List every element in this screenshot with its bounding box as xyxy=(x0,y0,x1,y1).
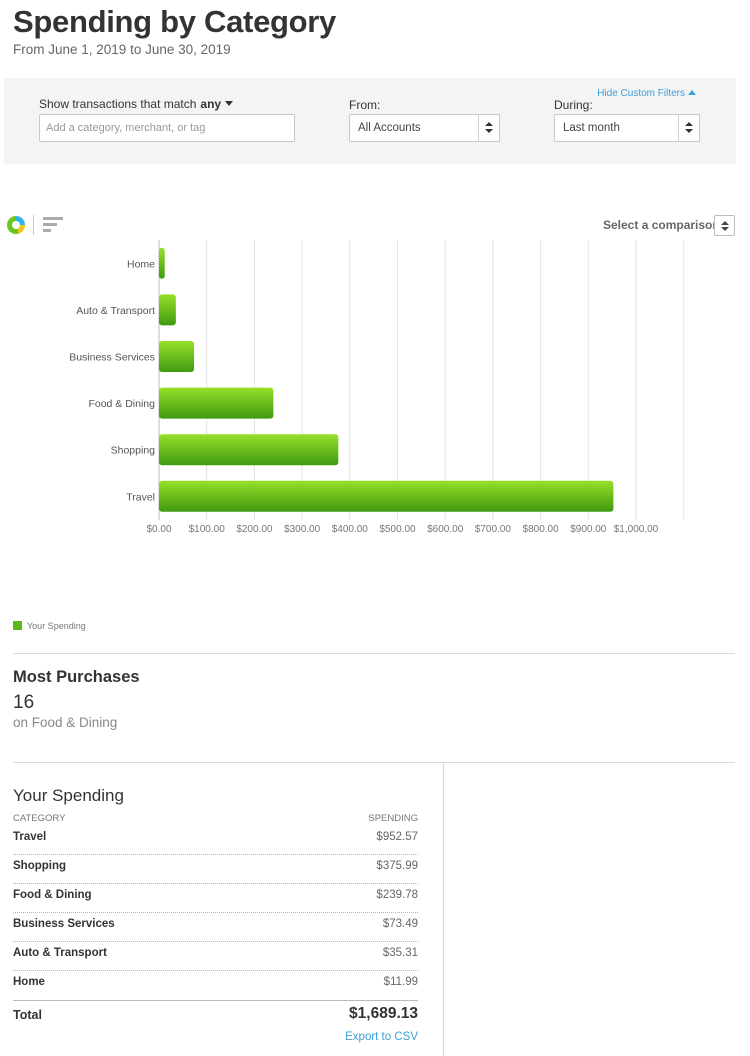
category-label: Food & Dining xyxy=(88,398,155,410)
legend-swatch xyxy=(13,621,22,630)
during-select[interactable]: Last month xyxy=(554,114,700,142)
row-amount: $35.31 xyxy=(382,947,418,959)
total-label: Total xyxy=(13,1008,42,1022)
x-tick-label: $600.00 xyxy=(427,524,464,535)
bar xyxy=(159,341,195,372)
x-tick-label: $200.00 xyxy=(236,524,273,535)
search-input[interactable] xyxy=(39,114,295,142)
comparison-select[interactable] xyxy=(714,215,735,236)
legend-label: Your Spending xyxy=(27,621,86,631)
bar-chart: $0.00 $100.00 $200.00 $300.00 $400.00 $500.00… xyxy=(69,240,685,535)
row-amount: $952.57 xyxy=(376,831,418,843)
x-tick-label: $800.00 xyxy=(523,524,560,535)
match-dropdown[interactable]: any xyxy=(200,97,234,111)
from-select[interactable]: All Accounts xyxy=(349,114,500,142)
hide-filters-label: Hide Custom Filters xyxy=(597,88,685,99)
category-label: Business Services xyxy=(69,352,155,364)
row-category: Travel xyxy=(13,831,47,843)
col-header-spending: Spending xyxy=(368,813,418,824)
row-category: Home xyxy=(13,976,45,988)
category-label: Home xyxy=(127,258,155,270)
during-select-value: Last month xyxy=(563,122,620,134)
row-category: Auto & Transport xyxy=(13,947,107,959)
x-tick-label: $700.00 xyxy=(475,524,512,535)
bar xyxy=(159,294,176,326)
x-tick-label: $400.00 xyxy=(332,524,369,535)
column-divider xyxy=(443,763,444,1056)
most-purchases-title: Most Purchases xyxy=(13,668,140,686)
category-label: Shopping xyxy=(111,445,156,457)
comparison-label: Select a comparison xyxy=(603,218,720,232)
x-tick-label: $100.00 xyxy=(189,524,226,535)
pie-chart-icon[interactable] xyxy=(7,216,25,234)
x-tick-label: $1,000.00 xyxy=(614,524,659,535)
table-row: Travel $952.57 xyxy=(13,826,418,855)
date-range: From June 1, 2019 to June 30, 2019 xyxy=(13,42,231,57)
hide-filters-link[interactable]: Hide Custom Filters xyxy=(597,88,696,99)
match-value: any xyxy=(200,97,222,111)
bar-chart-icon[interactable] xyxy=(43,217,63,233)
bar xyxy=(159,434,339,466)
during-label: During: xyxy=(554,98,593,112)
row-category: Business Services xyxy=(13,918,115,930)
total-amount: $1,689.13 xyxy=(349,1005,418,1022)
table-row: Food & Dining $239.78 xyxy=(13,884,418,913)
select-arrows-icon xyxy=(678,115,699,141)
total-divider xyxy=(13,1000,418,1001)
page-title: Spending by Category xyxy=(13,4,336,39)
from-label: From: xyxy=(349,98,381,112)
col-header-category: Category xyxy=(13,813,66,824)
row-amount: $239.78 xyxy=(376,889,418,901)
divider xyxy=(13,762,735,763)
category-label: Auto & Transport xyxy=(76,305,155,317)
row-category: Shopping xyxy=(13,860,67,872)
most-purchases-count: 16 xyxy=(13,692,35,713)
divider xyxy=(13,653,735,654)
export-csv-link[interactable]: Export to CSV xyxy=(345,1031,418,1043)
category-label: Travel xyxy=(126,491,155,503)
x-tick-label: $0.00 xyxy=(146,524,171,535)
table-row: Business Services $73.49 xyxy=(13,913,418,942)
from-select-value: All Accounts xyxy=(358,122,421,134)
filter-panel: Hide Custom Filters Show transactions th… xyxy=(4,78,736,164)
row-amount: $73.49 xyxy=(382,918,418,930)
caret-down-icon xyxy=(225,101,234,106)
select-arrows-icon xyxy=(478,115,499,141)
view-divider xyxy=(33,215,34,235)
x-tick-label: $500.00 xyxy=(379,524,416,535)
match-label-row: Show transactions that match any xyxy=(39,97,234,111)
bar xyxy=(159,247,165,279)
x-tick-label: $300.00 xyxy=(284,524,321,535)
match-label: Show transactions that match xyxy=(39,97,197,111)
bar xyxy=(159,480,614,512)
most-purchases-subtitle: on Food & Dining xyxy=(13,715,118,730)
spending-table-title: Your Spending xyxy=(13,786,124,805)
table-row: Home $11.99 xyxy=(13,971,418,1000)
triangle-up-icon xyxy=(688,90,696,95)
row-amount: $11.99 xyxy=(383,976,418,988)
row-category: Food & Dining xyxy=(13,889,92,901)
row-amount: $375.99 xyxy=(376,860,418,872)
bar xyxy=(159,387,274,419)
table-row: Auto & Transport $35.31 xyxy=(13,942,418,971)
x-tick-label: $900.00 xyxy=(570,524,607,535)
table-row: Shopping $375.99 xyxy=(13,855,418,884)
